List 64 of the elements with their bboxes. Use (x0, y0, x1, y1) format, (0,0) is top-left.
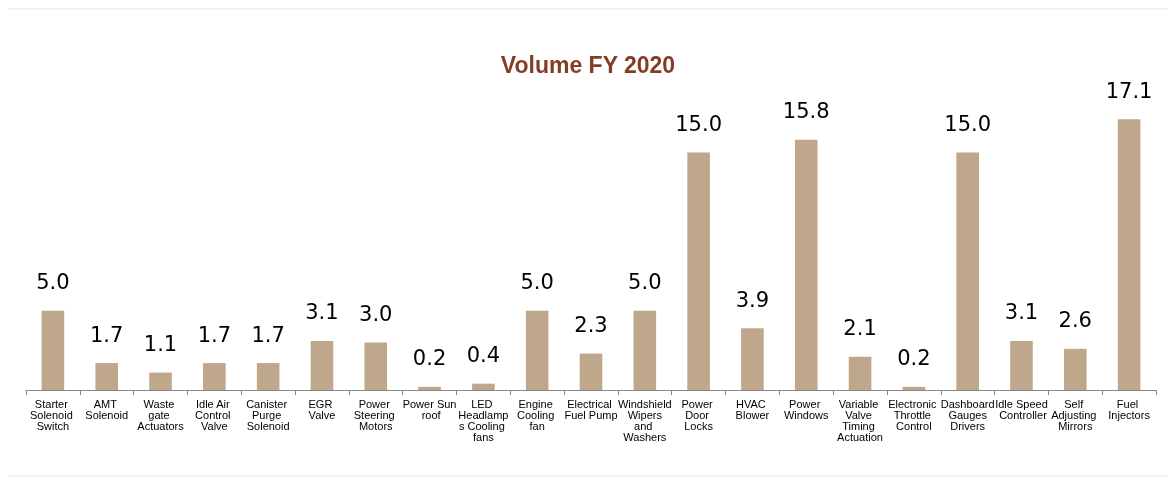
data-label: 2.6 (1058, 308, 1092, 333)
bar (848, 356, 872, 390)
x-tick-label: Canister Purge Solenoid (246, 397, 291, 432)
bar (203, 363, 226, 390)
x-tick-label: Engine Cooling fan (517, 397, 558, 432)
bar (149, 372, 172, 390)
bar (41, 310, 65, 390)
data-label: 1.7 (197, 322, 232, 347)
x-tick-label: Self Adjusting Mirrors (1051, 397, 1100, 432)
data-label: 5.0 (36, 270, 70, 295)
data-label: 0.2 (897, 346, 931, 371)
x-tick-label: Waste gate Actuators (137, 397, 185, 432)
bar (579, 353, 603, 390)
x-tick-label: Idle Air Control Valve (195, 397, 234, 432)
data-label: 15.0 (675, 112, 722, 136)
bar (1063, 348, 1087, 390)
x-tick-label: HVAC Blower (735, 397, 770, 421)
x-tick-label: Power Sun roof (402, 397, 457, 421)
data-label: 2.1 (843, 316, 877, 341)
data-label: 3.9 (735, 287, 770, 312)
x-tick-label: Fuel Injectors (1108, 397, 1151, 421)
x-tick-label: AMT Solenoid (85, 397, 129, 421)
data-label: 2.3 (574, 313, 608, 338)
data-label: 0.4 (466, 343, 501, 368)
x-tick-label: EGR Valve (308, 397, 336, 421)
data-label: 3.1 (1004, 300, 1039, 325)
bar (687, 152, 710, 390)
bar (902, 386, 926, 390)
x-tick-label: Idle Speed Controller (995, 397, 1048, 421)
x-tick-label: Variable Valve Timing Actuation (837, 397, 883, 443)
x-tick-label: Dashboard Gauges Drivers (940, 397, 995, 432)
bar (1117, 119, 1141, 390)
bar (794, 139, 818, 390)
x-tick-label: Electronic Throttle Control (888, 397, 940, 432)
x-tick-label: Electrical Fuel Pump (564, 397, 618, 421)
data-label: 3.0 (359, 302, 393, 326)
bar (633, 310, 657, 390)
chart-title: Volume FY 2020 (500, 51, 676, 78)
bar (525, 310, 549, 390)
data-label: 15.8 (782, 99, 830, 124)
x-tick-label: LED Headlamps Cooling fans (458, 397, 509, 443)
bar (741, 328, 764, 390)
data-label: 5.0 (628, 270, 662, 295)
x-tick-label: Power Door Locks (681, 397, 716, 432)
data-label: 1.7 (90, 322, 124, 347)
bar (956, 152, 979, 390)
bar (1010, 340, 1033, 390)
bar (364, 342, 388, 390)
x-tick-label: Power Windows (783, 397, 830, 421)
x-tick-label: Power Steering Motors (353, 397, 398, 432)
bar (418, 386, 441, 390)
data-label: 3.1 (305, 300, 339, 325)
bar (256, 363, 280, 390)
x-tick-label: Windshield Wipers and Washers (617, 397, 672, 443)
bar (472, 383, 495, 390)
bar (310, 340, 334, 390)
data-label: 5.0 (520, 270, 554, 295)
data-label: 0.2 (412, 346, 447, 371)
data-label: 17.1 (1105, 78, 1153, 103)
data-label: 1.7 (251, 322, 285, 347)
bar (95, 363, 119, 390)
x-tick-label: Starter Solenoid Switch (29, 397, 76, 432)
data-label: 1.1 (143, 332, 178, 357)
data-label: 15.0 (944, 112, 992, 136)
